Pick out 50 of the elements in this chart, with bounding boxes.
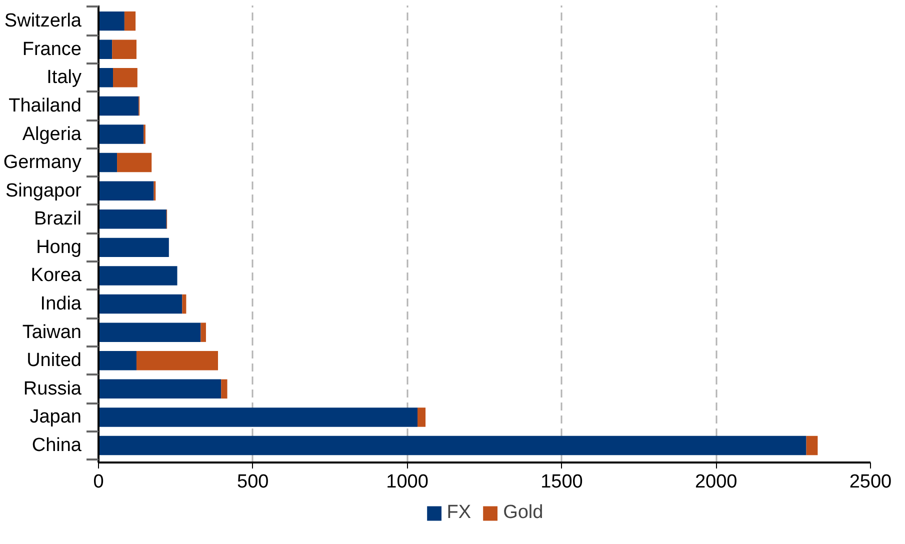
bar bbox=[124, 11, 136, 31]
y-tick-label: Hong bbox=[36, 236, 82, 258]
bar bbox=[98, 40, 112, 59]
x-tick-label: 1500 bbox=[540, 472, 583, 492]
bar bbox=[98, 322, 201, 342]
bar bbox=[136, 351, 218, 370]
y-tick-label: China bbox=[32, 435, 82, 456]
bar bbox=[98, 238, 169, 258]
bar bbox=[98, 152, 118, 172]
bar bbox=[98, 124, 144, 144]
bar bbox=[98, 11, 124, 31]
y-tick-label: France bbox=[22, 38, 82, 60]
x-tick-label: 2500 bbox=[849, 472, 892, 492]
y-tick-label: Taiwan bbox=[22, 322, 82, 343]
bar bbox=[417, 408, 426, 427]
legend-label: FX bbox=[446, 502, 472, 524]
y-tick-label: Korea bbox=[30, 265, 82, 286]
y-tick-label: Thailand bbox=[8, 95, 82, 116]
bar bbox=[98, 379, 222, 399]
y-tick-label: Russia bbox=[23, 378, 82, 400]
bar bbox=[98, 181, 154, 200]
x-tick-label: 0 bbox=[93, 472, 104, 492]
bar bbox=[98, 294, 182, 314]
y-tick-label: Singapor bbox=[5, 180, 82, 202]
bar bbox=[806, 436, 818, 456]
bar bbox=[98, 210, 166, 229]
bar bbox=[200, 322, 206, 342]
legend-label: Gold bbox=[503, 502, 544, 524]
bar bbox=[98, 436, 806, 456]
y-tick-label: Switzerla bbox=[4, 10, 82, 32]
y-tick-label: Brazil bbox=[34, 208, 82, 230]
bar bbox=[221, 379, 228, 399]
bar bbox=[113, 68, 138, 88]
y-tick-label: United bbox=[26, 350, 82, 372]
y-tick-label: Germany bbox=[3, 152, 82, 174]
bar bbox=[98, 351, 136, 370]
bar bbox=[98, 266, 178, 286]
x-tick-label: 2000 bbox=[694, 472, 738, 492]
bar bbox=[117, 152, 152, 172]
bar bbox=[182, 294, 186, 314]
bar bbox=[112, 40, 136, 59]
y-tick-label: India bbox=[40, 294, 82, 315]
bar bbox=[98, 96, 139, 116]
y-tick-label: Japan bbox=[30, 406, 82, 428]
bar bbox=[98, 68, 114, 88]
x-tick-label: 1000 bbox=[386, 472, 428, 492]
y-tick-label: Algeria bbox=[22, 124, 82, 145]
y-tick-label: Italy bbox=[46, 67, 82, 88]
x-tick-label: 500 bbox=[237, 472, 269, 492]
bar bbox=[98, 408, 418, 427]
